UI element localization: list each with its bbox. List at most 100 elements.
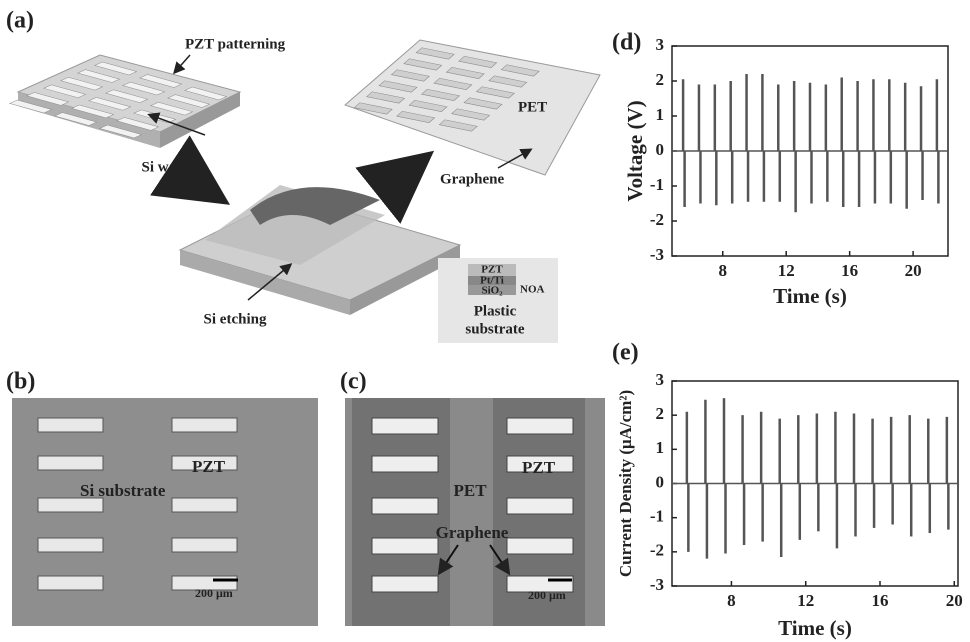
pzt-pad <box>37 497 104 513</box>
y-tick-label: 0 <box>656 472 665 491</box>
pads <box>353 47 540 132</box>
pzt-pad <box>171 455 238 471</box>
pad <box>94 61 138 76</box>
arrow <box>150 135 231 205</box>
arrow <box>173 54 191 75</box>
y-axis-title: Current Density (μA/cm²) <box>616 390 635 577</box>
pad <box>408 99 448 112</box>
annotation: Si substrate <box>80 481 166 500</box>
arrow <box>147 112 206 136</box>
x-tick-label: 12 <box>778 261 795 280</box>
pad <box>451 108 491 121</box>
pad <box>9 99 53 114</box>
x-tick-label: 20 <box>946 591 963 610</box>
arrow <box>355 150 435 224</box>
pad <box>77 69 121 83</box>
annotation: Si wafer <box>142 159 195 175</box>
pad <box>99 124 143 139</box>
y-tick-label: 0 <box>656 140 665 159</box>
panel-label: (d) <box>612 30 641 56</box>
y-tick-label: -2 <box>650 210 664 229</box>
x-axis-title: Time (s) <box>778 616 852 640</box>
pzt-pad <box>171 417 238 433</box>
pad <box>488 75 528 88</box>
y-tick-label: -2 <box>650 541 664 560</box>
pad <box>433 77 473 90</box>
annotation: NOA <box>520 284 545 296</box>
chart: (e) Time (s) Current Density (μA/cm²) -3 -2 -… <box>612 340 963 640</box>
pad <box>438 119 478 132</box>
y-tick-label: 2 <box>656 404 665 423</box>
pad <box>139 74 183 88</box>
pad <box>500 64 540 77</box>
arrow <box>247 263 293 301</box>
layer <box>468 285 516 295</box>
x-axis-title: Time (s) <box>773 284 847 308</box>
y-tick-label: -3 <box>650 245 664 264</box>
x-tick-label: 16 <box>841 261 858 280</box>
scale-label: 200 μm <box>195 586 233 600</box>
annotation: PET <box>453 481 487 500</box>
annotation: PET <box>518 99 547 115</box>
pad <box>60 76 104 91</box>
y-tick-label: 3 <box>656 370 665 389</box>
panel-label: (b) <box>6 369 35 395</box>
pad <box>54 112 98 126</box>
y-tick-label: 3 <box>656 35 665 54</box>
panel-c: (c) PET PZT Graphene 200 μm <box>340 369 605 626</box>
pad <box>116 117 160 131</box>
pad <box>415 47 455 60</box>
pad <box>390 69 430 82</box>
pad <box>366 91 406 104</box>
annotation: Graphene <box>440 171 505 187</box>
x-tick-label: 16 <box>872 591 889 610</box>
pzt-pad <box>371 537 439 555</box>
peeled-pads <box>250 187 380 225</box>
pad <box>43 84 87 99</box>
pzt-pad <box>506 537 574 555</box>
pads <box>9 61 228 139</box>
pzt-pad <box>171 497 238 513</box>
pad <box>167 94 211 108</box>
panel-a: (a) PZT patterning Si wafer PET Graphene… <box>6 8 601 343</box>
pzt-pad <box>371 417 439 435</box>
annotation: Plastic <box>474 303 517 319</box>
y-tick-label: 1 <box>656 105 665 124</box>
pad <box>88 97 132 111</box>
y-tick-label: -1 <box>650 507 664 526</box>
annotation: PZT <box>522 458 556 477</box>
pzt-pad <box>506 417 574 435</box>
pzt-pad <box>371 455 439 473</box>
arrow <box>437 544 459 576</box>
pad <box>184 86 228 101</box>
annotation: Pt/Ti <box>480 275 504 287</box>
arrow <box>497 148 533 169</box>
x-tick-label: 8 <box>727 591 736 610</box>
annotation: PZT patterning <box>185 36 286 52</box>
panel-label: (a) <box>6 8 34 34</box>
pzt-pad <box>371 575 439 593</box>
panel-b: (b) Si substrate PZT 200 μm <box>6 369 318 626</box>
pzt-pad <box>171 537 238 553</box>
pad <box>353 102 393 115</box>
layer <box>468 276 516 285</box>
pad <box>403 58 443 71</box>
x-tick-label: 20 <box>905 261 922 280</box>
layer <box>468 264 516 276</box>
annotation: Graphene <box>436 523 509 542</box>
y-tick-label: -1 <box>650 175 664 194</box>
pad <box>420 88 461 101</box>
wafer-side <box>160 92 240 148</box>
annotation: SiO₂ <box>481 285 503 297</box>
wafer-side <box>180 250 350 315</box>
pad <box>71 104 115 119</box>
pad <box>378 80 418 93</box>
pad <box>445 66 485 79</box>
pad <box>396 110 436 123</box>
pzt-pad <box>371 497 439 515</box>
wafer-side <box>350 245 460 315</box>
pzt-pad <box>506 497 574 515</box>
pad <box>475 86 515 99</box>
x-tick-label: 12 <box>797 591 814 610</box>
